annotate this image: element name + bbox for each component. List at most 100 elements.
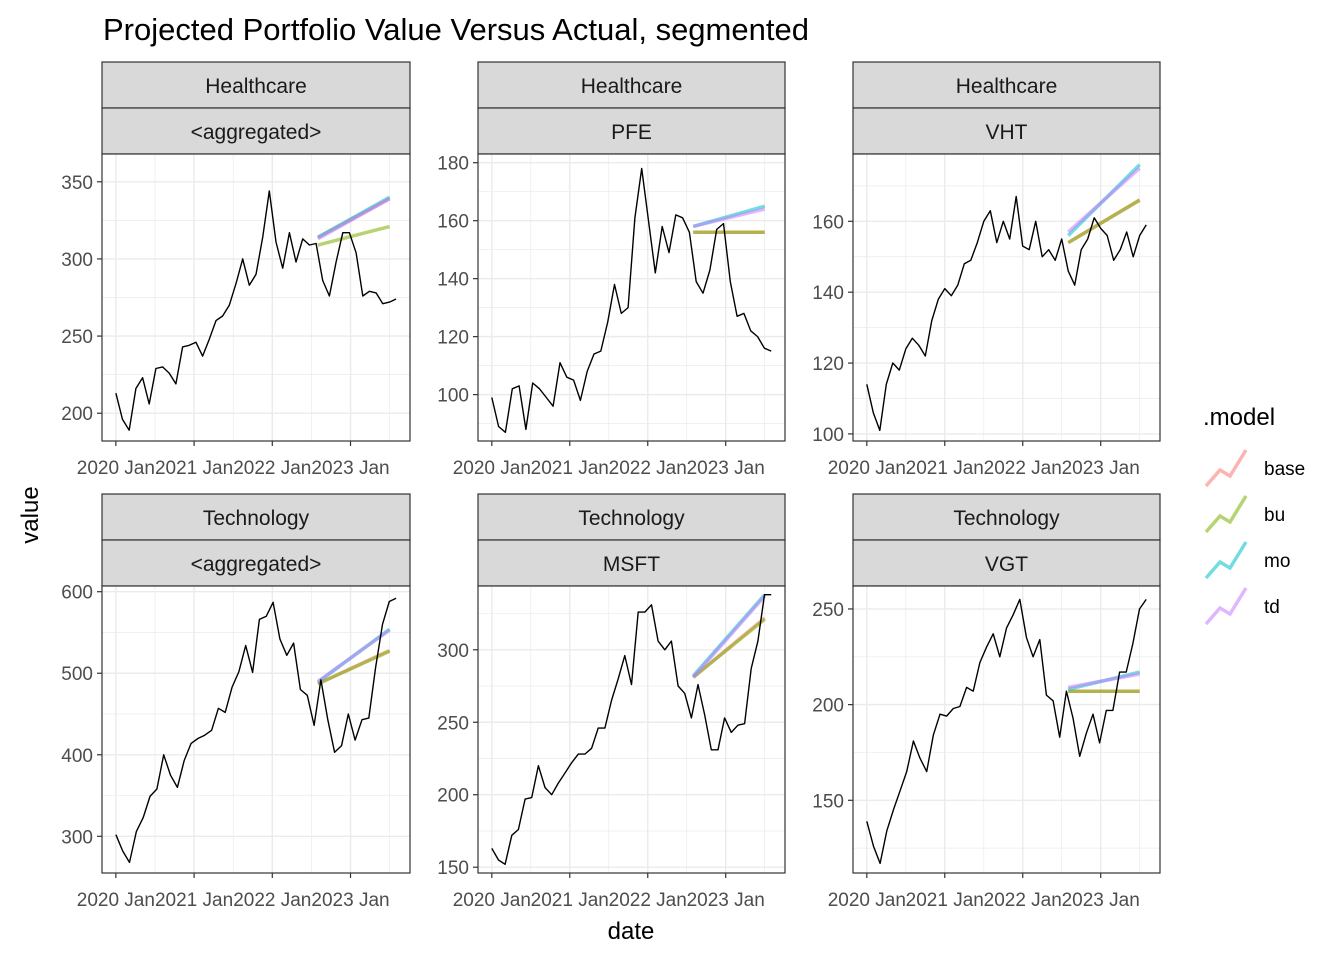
facet-strip-top	[852, 493, 1161, 541]
x-tick-label: 2022 Jan	[609, 458, 687, 479]
actual-line	[491, 167, 772, 433]
forecast-line-bu	[1067, 198, 1141, 245]
y-tick-label: 400	[61, 746, 93, 767]
y-tick-label: 350	[61, 173, 93, 194]
panel-background	[853, 586, 1160, 873]
facet-strip-bottom	[101, 107, 411, 155]
actual-line	[115, 597, 397, 864]
y-tick-label: 300	[61, 827, 93, 848]
x-tick-label: 2022 Jan	[233, 890, 311, 911]
facet-strip-top-label: Healthcare	[956, 75, 1058, 98]
forecast-line-bu	[692, 617, 766, 679]
y-tick-label: 140	[812, 283, 844, 304]
actual-line	[115, 190, 397, 431]
actual-line	[491, 594, 772, 865]
legend-item-mo: mo	[1202, 538, 1290, 582]
facet-strip-bottom-label: <aggregated>	[191, 121, 322, 144]
facet-strip-top-label: Technology	[578, 507, 685, 530]
x-tick-label: 2020 Jan	[453, 458, 531, 479]
y-tick-label: 100	[812, 425, 844, 446]
forecast-line-td	[691, 594, 767, 679]
facet-strip-bottom-label: MSFT	[603, 553, 660, 576]
y-tick-label: 150	[437, 858, 469, 879]
x-tick-label: 2023 Jan	[311, 458, 389, 479]
panel-border	[852, 153, 1161, 442]
facet-strip-bottom-label: VHT	[986, 121, 1028, 144]
x-tick-label: 2021 Jan	[155, 890, 233, 911]
x-tick-label: 2023 Jan	[687, 890, 765, 911]
y-tick-label: 200	[812, 696, 844, 717]
x-tick-label: 2020 Jan	[828, 458, 906, 479]
facet-strip-top-label: Healthcare	[205, 75, 307, 98]
panels: Healthcare <aggregated> 200 250 300 350 2020 J…	[61, 61, 1161, 911]
x-tick-label: 2023 Jan	[1062, 458, 1140, 479]
panel-background	[478, 154, 785, 441]
y-tick-label: 250	[812, 600, 844, 621]
panel-border	[477, 585, 786, 874]
y-tick-label: 120	[437, 328, 469, 349]
x-tick-label: 2021 Jan	[531, 458, 609, 479]
facet-strip-top	[477, 61, 786, 109]
facet-strip-bottom	[101, 539, 411, 587]
panel-background	[102, 586, 410, 873]
actual-line	[866, 195, 1147, 432]
y-tick-label: 160	[437, 212, 469, 233]
y-tick-label: 200	[437, 786, 469, 807]
facet-strip-bottom	[477, 107, 786, 155]
y-tick-label: 140	[437, 270, 469, 291]
y-tick-label: 150	[812, 791, 844, 812]
y-tick-label: 300	[61, 250, 93, 271]
x-tick-label: 2020 Jan	[77, 890, 155, 911]
y-tick-label: 180	[437, 154, 469, 175]
panel-border	[101, 585, 411, 874]
y-tick-label: 600	[61, 583, 93, 604]
y-tick-label: 160	[812, 212, 844, 233]
legend-key-base	[1204, 449, 1248, 488]
panel: Healthcare <aggregated> 200 250 300 350 2020 J…	[61, 61, 411, 479]
panel: Technology <aggregated> 300 400 500 600 2020 J…	[61, 493, 411, 911]
legend-label: td	[1264, 597, 1280, 618]
legend-key-mo	[1204, 541, 1248, 580]
y-tick-label: 200	[61, 404, 93, 425]
facet-strip-bottom-label: PFE	[611, 121, 652, 144]
panel-border	[477, 153, 786, 442]
forecast-line-bu	[317, 224, 391, 247]
x-tick-label: 2023 Jan	[687, 458, 765, 479]
panel-border	[852, 585, 1161, 874]
chart-title: Projected Portfolio Value Versus Actual,…	[103, 12, 809, 47]
panel: Healthcare VHT 100 120 140 160 2020 Jan 2021 Ja…	[812, 61, 1161, 479]
panel-background	[478, 586, 785, 873]
x-tick-label: 2023 Jan	[1062, 890, 1140, 911]
x-tick-label: 2020 Jan	[828, 890, 906, 911]
y-tick-label: 250	[437, 713, 469, 734]
facet-strip-top	[101, 61, 411, 109]
x-tick-label: 2021 Jan	[906, 890, 984, 911]
x-tick-label: 2021 Jan	[906, 458, 984, 479]
legend-label: mo	[1264, 551, 1290, 572]
legend-key-td	[1204, 587, 1248, 626]
x-tick-label: 2022 Jan	[609, 890, 687, 911]
facet-strip-bottom	[852, 107, 1161, 155]
panel-background	[853, 154, 1160, 441]
legend-label: bu	[1264, 505, 1285, 526]
x-tick-label: 2021 Jan	[531, 890, 609, 911]
facet-strip-top-label: Healthcare	[581, 75, 683, 98]
y-axis-label: value	[17, 486, 44, 543]
y-tick-label: 100	[437, 386, 469, 407]
forecast-line-td	[1067, 166, 1141, 234]
legend-title: .model	[1203, 404, 1275, 431]
panel-border	[101, 153, 411, 442]
x-tick-label: 2022 Jan	[233, 458, 311, 479]
x-tick-label: 2020 Jan	[453, 890, 531, 911]
facet-strip-bottom-label: VGT	[985, 553, 1028, 576]
y-tick-label: 500	[61, 664, 93, 685]
x-tick-label: 2022 Jan	[984, 890, 1062, 911]
panel: Healthcare PFE 100 120 140 160 180 2020 Jan 2021…	[437, 61, 786, 479]
legend-item-base: base	[1202, 446, 1305, 490]
actual-line	[866, 598, 1147, 865]
y-tick-label: 300	[437, 641, 469, 662]
y-tick-label: 120	[812, 354, 844, 375]
facet-strip-top-label: Technology	[203, 507, 310, 530]
facet-strip-top	[852, 61, 1161, 109]
